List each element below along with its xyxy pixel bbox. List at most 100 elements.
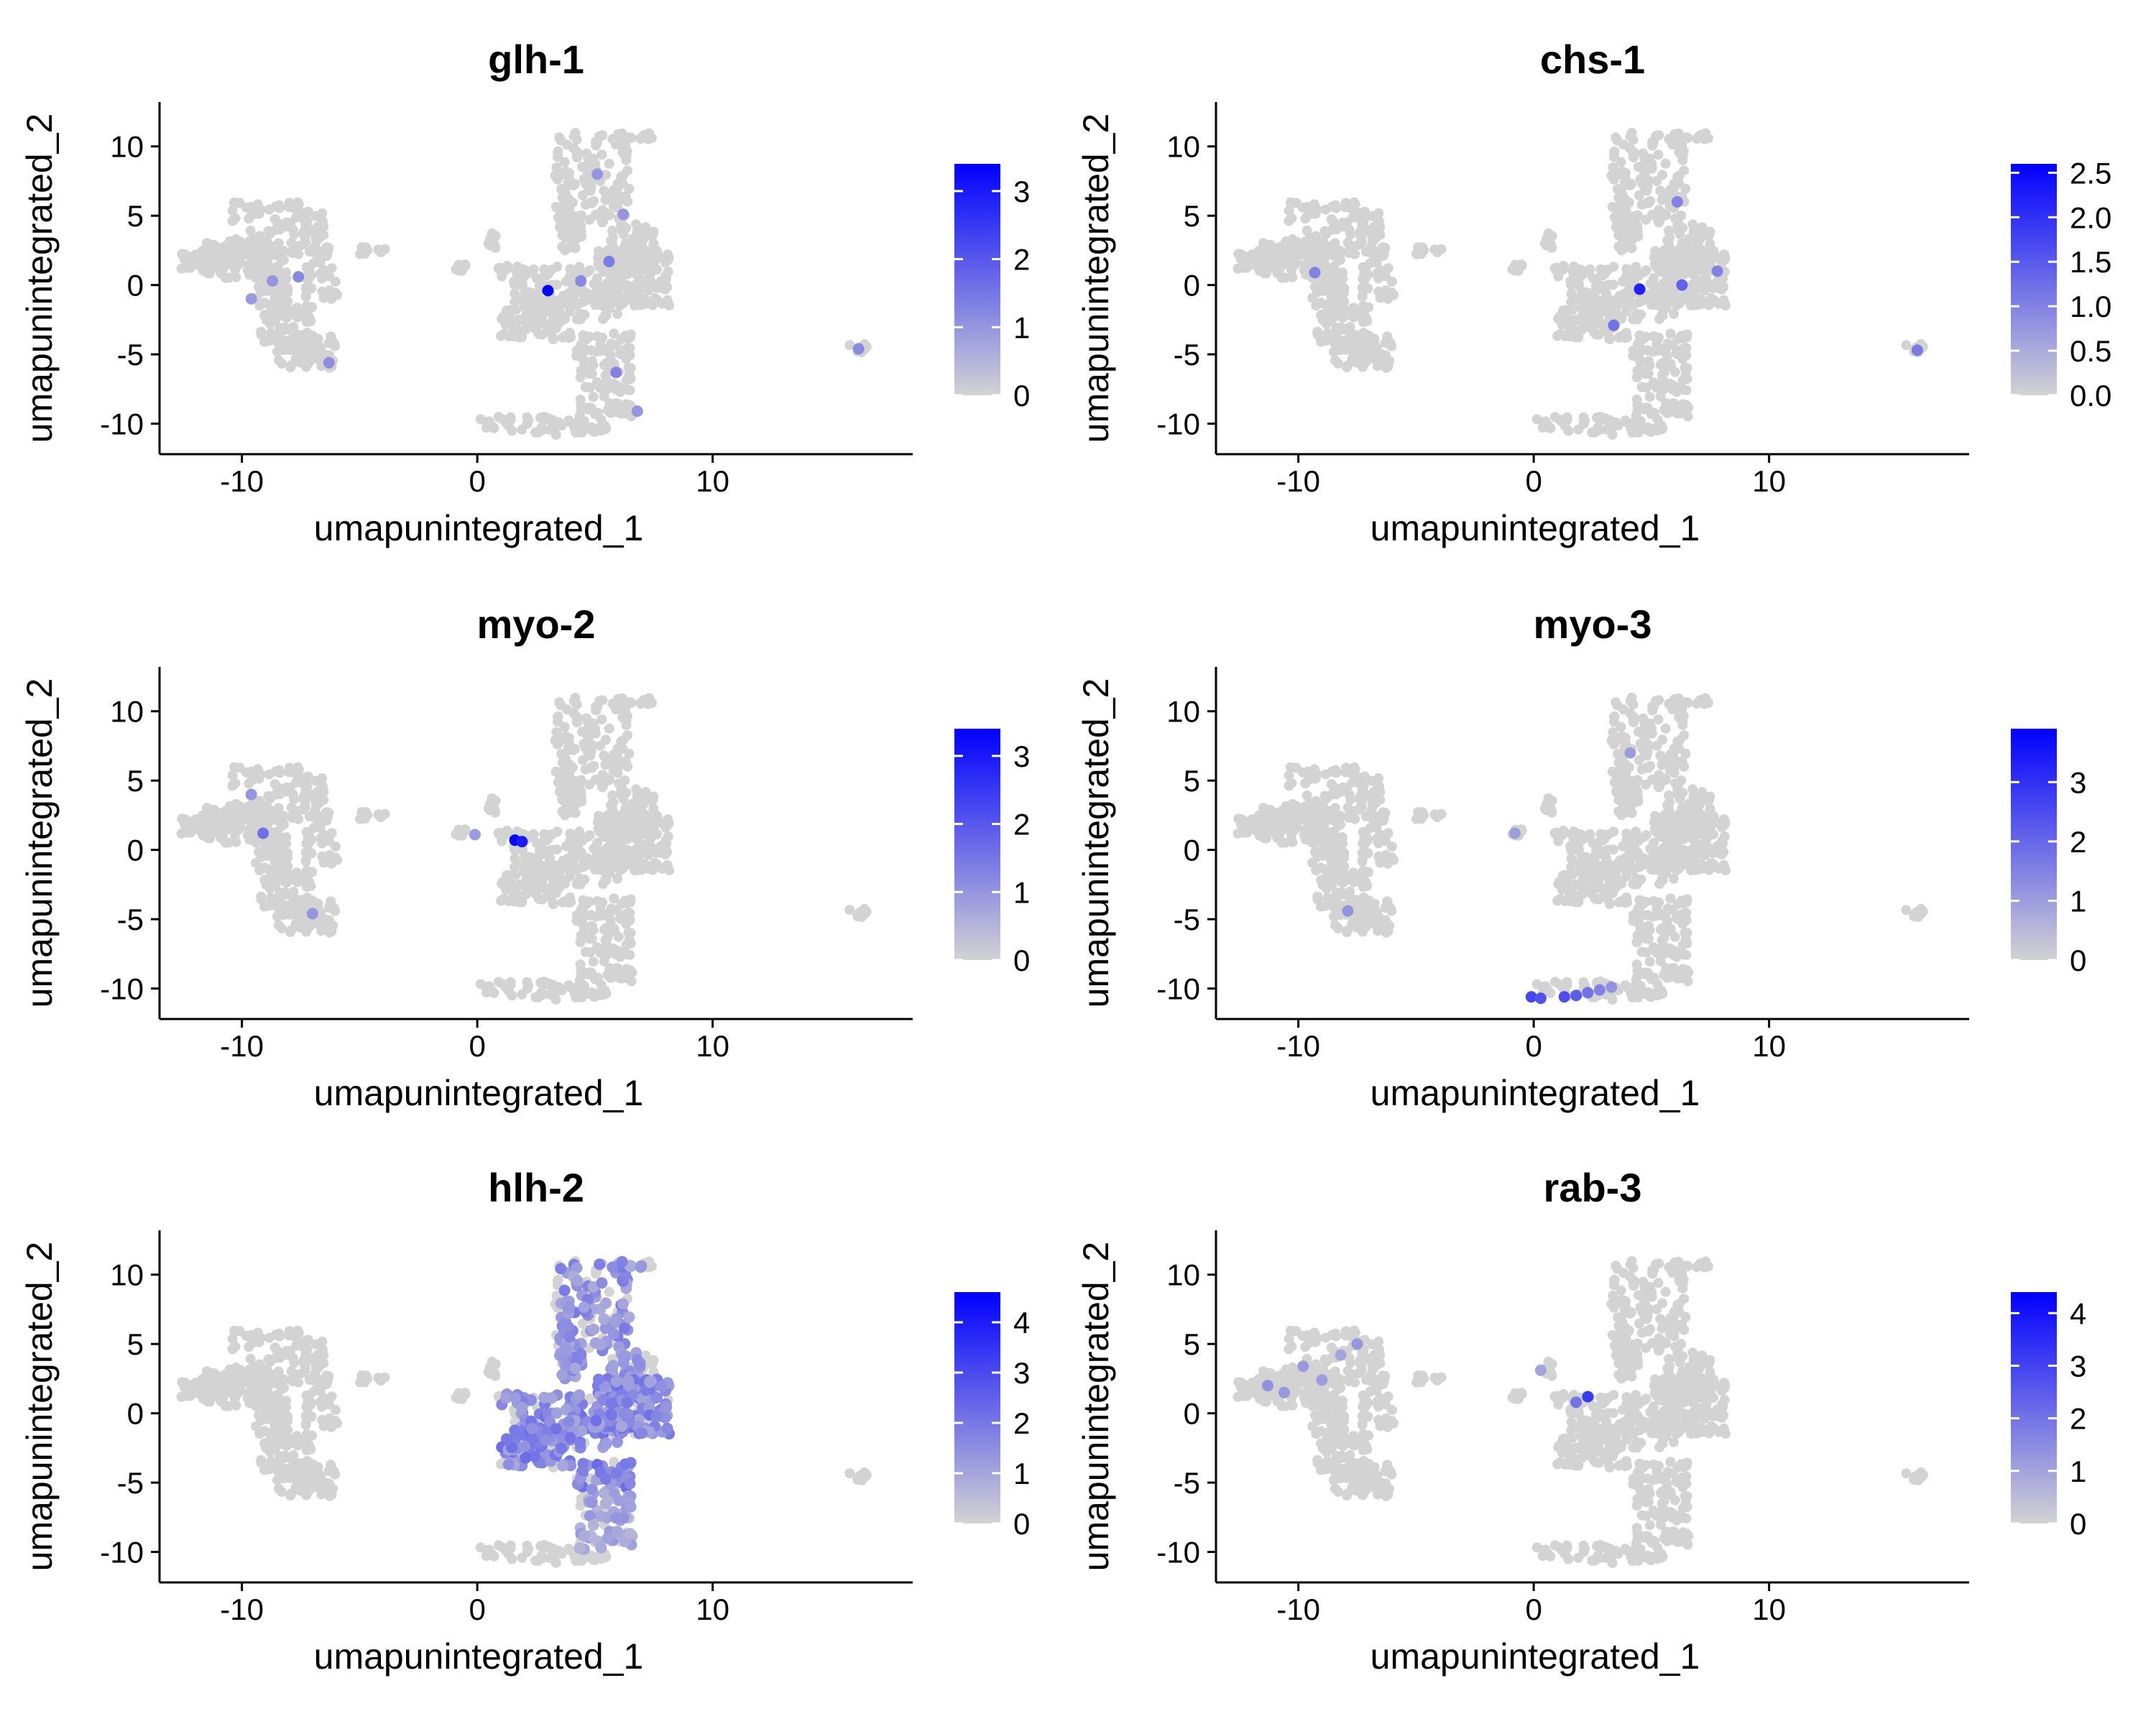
x-tick-label: 10 — [696, 1029, 729, 1063]
cell-point — [611, 248, 622, 259]
cell-point — [584, 214, 595, 225]
cell-point — [256, 852, 267, 862]
cell-point — [652, 264, 662, 275]
cell-points — [176, 693, 872, 1005]
cell-point — [1713, 818, 1723, 829]
cell-point — [1642, 345, 1653, 356]
cell-point — [264, 229, 275, 239]
cell-point — [624, 183, 635, 194]
cell-point — [611, 905, 622, 916]
cell-point — [278, 335, 289, 346]
cell-point — [302, 780, 313, 791]
cell-point — [1701, 813, 1711, 824]
cell-point — [1669, 398, 1679, 409]
cell-point — [503, 331, 514, 341]
cell-point — [1547, 231, 1557, 241]
legend-tick-label: 1.5 — [2070, 245, 2111, 279]
cell-point — [278, 246, 289, 257]
cell-point — [355, 249, 365, 259]
color-bar — [2011, 164, 2057, 395]
y-tick-label: -5 — [117, 903, 144, 936]
cell-point — [289, 907, 300, 918]
cell-point — [1302, 225, 1312, 236]
x-tick-label: 0 — [469, 464, 485, 498]
cell-point — [566, 417, 576, 428]
cell-point — [608, 232, 618, 243]
cell-point — [1643, 356, 1654, 367]
cell-point — [588, 957, 599, 967]
cell-point — [1635, 174, 1646, 185]
cell-point — [586, 345, 596, 356]
cell-point — [261, 805, 271, 816]
cell-point — [1608, 739, 1619, 750]
cell-point — [596, 714, 607, 725]
cell-point — [552, 174, 563, 185]
legend-tick-label: 0 — [1013, 944, 1030, 977]
cell-point — [559, 157, 570, 167]
cell-point — [1317, 240, 1327, 251]
cell-point — [546, 829, 557, 840]
cell-point — [1687, 834, 1698, 844]
cell-point — [326, 293, 336, 304]
cell-point — [625, 965, 635, 976]
cell-point — [232, 814, 243, 825]
cell-point — [579, 967, 589, 978]
cell-point — [510, 280, 520, 290]
cell-point — [1661, 210, 1672, 221]
cell-point — [379, 244, 390, 254]
cell-point — [584, 331, 595, 342]
cell-point — [254, 300, 265, 311]
expressing-cell — [542, 285, 554, 297]
cell-point — [1676, 331, 1687, 341]
cell-point — [1587, 427, 1598, 438]
cell-point — [1510, 265, 1521, 276]
cell-point — [1356, 797, 1367, 808]
cell-point — [1330, 833, 1340, 844]
cell-point — [277, 305, 288, 315]
cell-point — [1663, 270, 1674, 281]
cell-point — [607, 270, 617, 281]
cell-point — [575, 419, 586, 430]
cell-point — [586, 762, 597, 773]
cell-point — [306, 848, 317, 859]
cell-point — [645, 249, 655, 259]
cell-point — [247, 209, 257, 220]
cell-point — [453, 265, 464, 276]
y-tick-label: 5 — [127, 199, 144, 233]
cell-point — [315, 268, 326, 279]
cell-point — [1718, 295, 1729, 305]
cell-point — [256, 894, 267, 905]
cell-point — [278, 900, 289, 911]
cell-point — [310, 231, 321, 242]
cell-point — [1582, 831, 1593, 842]
cell-point — [617, 170, 628, 181]
cell-point — [1340, 198, 1351, 208]
panel-chs-1: chs-1-10 0 10-10-50510umapunintegrated_1um… — [1076, 37, 2111, 548]
cell-point — [602, 932, 613, 943]
cell-point — [598, 216, 609, 226]
cell-point — [1643, 762, 1654, 773]
cell-point — [1372, 268, 1383, 279]
cell-point — [1634, 297, 1645, 308]
cell-point — [1678, 269, 1689, 280]
cell-point — [643, 285, 653, 295]
cell-point — [502, 870, 512, 881]
y-tick-label: -5 — [1174, 338, 1200, 372]
cell-point — [1335, 246, 1345, 257]
cell-point — [551, 844, 562, 855]
cell-point — [601, 310, 612, 321]
cell-point — [317, 208, 328, 218]
cell-point — [510, 264, 520, 275]
cell-point — [1577, 889, 1588, 900]
cell-point — [326, 263, 337, 274]
cell-point — [574, 262, 585, 272]
cell-point — [1245, 258, 1256, 269]
cell-point — [1680, 183, 1691, 194]
cell-point — [577, 190, 588, 200]
cell-point — [561, 276, 571, 287]
legend-tick-label: 0 — [1013, 379, 1030, 412]
cell-point — [247, 774, 257, 785]
cell-point — [598, 267, 609, 277]
cell-point — [274, 765, 285, 775]
cell-point — [617, 128, 627, 139]
